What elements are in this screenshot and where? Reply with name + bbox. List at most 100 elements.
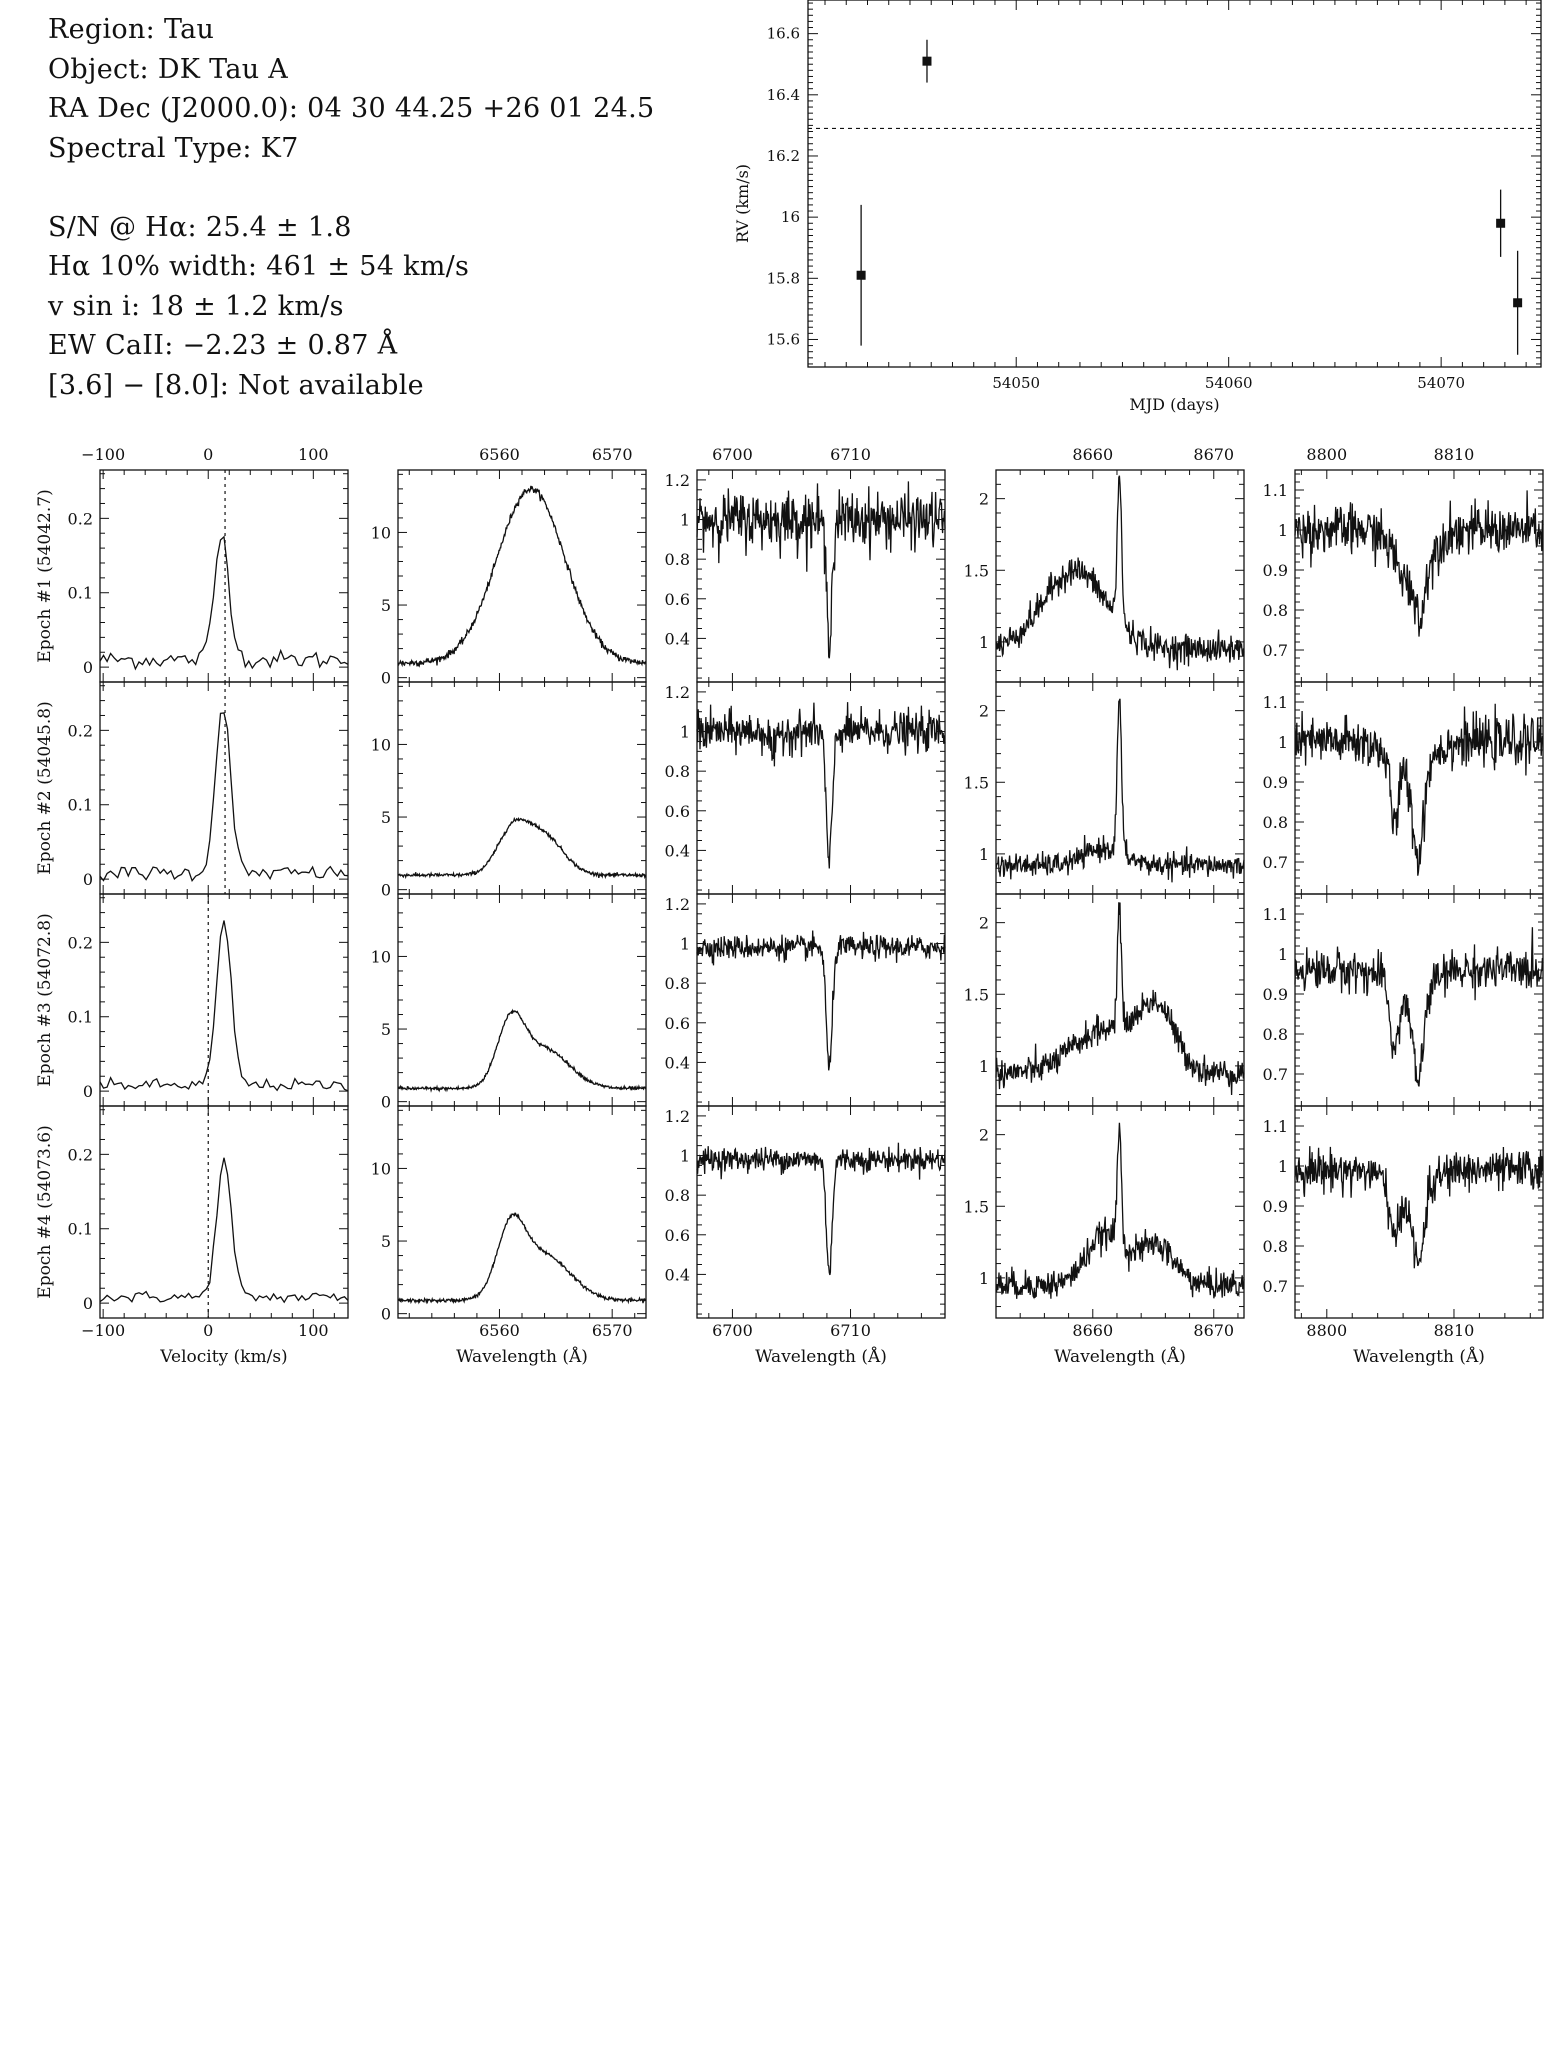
col3-bottom-tick-label: 6710 bbox=[830, 1321, 871, 1340]
y-tick-label: 0.9 bbox=[1263, 561, 1288, 580]
panel-r2-c4: 11.52 bbox=[964, 681, 1245, 895]
col2-top-tick-label: 6570 bbox=[592, 445, 633, 464]
col3-top-tick-label: 6710 bbox=[830, 445, 871, 464]
y-tick-label: 0.8 bbox=[665, 550, 690, 569]
panel-r2-c2: 0 5 10 bbox=[371, 681, 647, 900]
epoch-label-2: Epoch #2 (54045.8) bbox=[35, 701, 55, 874]
rv-ytick-label: 15.6 bbox=[767, 330, 800, 348]
y-tick-label: 0.1 bbox=[68, 1008, 93, 1027]
y-tick-label: 2 bbox=[979, 702, 989, 721]
spectrum-line bbox=[99, 1157, 349, 1304]
y-tick-label: 10 bbox=[371, 1159, 391, 1178]
y-tick-label: 10 bbox=[371, 735, 391, 754]
col1-bottom-tick-label: −100 bbox=[81, 1321, 125, 1340]
region-text: Region: Tau bbox=[48, 14, 215, 45]
y-tick-label: 2 bbox=[979, 914, 989, 933]
y-tick-label: 1.1 bbox=[1263, 905, 1288, 924]
rv-ytick-label: 16.2 bbox=[767, 147, 800, 165]
radec-text: RA Dec (J2000.0): 04 30 44.25 +26 01 24.… bbox=[48, 93, 655, 124]
spectrum-line bbox=[1294, 927, 1544, 1087]
panel-frame bbox=[397, 1105, 647, 1319]
y-tick-label: 1 bbox=[979, 1057, 989, 1076]
y-tick-label: 0 bbox=[381, 1305, 391, 1324]
col5-top-tick-label: 8800 bbox=[1306, 445, 1347, 464]
y-tick-label: 1 bbox=[1278, 945, 1288, 964]
col2-bottom-tick-label: 6570 bbox=[592, 1321, 633, 1340]
rv-xtick-label: 54070 bbox=[1417, 374, 1465, 392]
col3-bottom-tick-label: 6700 bbox=[712, 1321, 753, 1340]
y-tick-label: 0 bbox=[83, 1082, 93, 1101]
spectrum-line bbox=[1294, 703, 1544, 876]
spectral-type-text: Spectral Type: K7 bbox=[48, 132, 299, 164]
y-tick-label: 1.5 bbox=[964, 773, 989, 792]
y-tick-label: 0.8 bbox=[665, 974, 690, 993]
y-tick-label: 1.5 bbox=[964, 1197, 989, 1216]
y-tick-label: 1 bbox=[979, 633, 989, 652]
y-tick-label: 0.4 bbox=[665, 1265, 690, 1284]
spectrum-line bbox=[99, 535, 349, 671]
panel-r4-c1: 0 0.1 0.2 bbox=[68, 1105, 349, 1319]
y-tick-label: 0.6 bbox=[665, 802, 690, 821]
y-tick-label: 1 bbox=[1278, 1157, 1288, 1176]
y-tick-label: 5 bbox=[381, 1232, 391, 1251]
rv-point-3 bbox=[1496, 218, 1506, 228]
y-tick-label: 1.5 bbox=[964, 561, 989, 580]
y-tick-label: 1.2 bbox=[665, 683, 690, 702]
col1-top-tick-label: −100 bbox=[81, 445, 125, 464]
y-tick-label: 0 bbox=[381, 669, 391, 688]
rv-point-2 bbox=[922, 56, 932, 66]
y-tick-label: 0.6 bbox=[665, 1226, 690, 1245]
y-tick-label: 0.9 bbox=[1263, 773, 1288, 792]
spectrum-line bbox=[397, 485, 647, 668]
panel-frame bbox=[696, 893, 946, 1107]
rv-xtick-label: 54050 bbox=[992, 374, 1040, 392]
y-tick-label: 0.7 bbox=[1263, 1277, 1288, 1296]
y-tick-label: 1 bbox=[680, 1147, 690, 1166]
panel-r1-c4: 11.52 bbox=[964, 469, 1245, 683]
rv-ytick-label: 16.4 bbox=[767, 86, 800, 104]
rv-xtick-label: 54060 bbox=[1205, 374, 1253, 392]
panel-r1-c2: 0 5 10 bbox=[371, 469, 647, 688]
col4-bottom-tick-label: 8670 bbox=[1193, 1321, 1234, 1340]
panel-r1-c1: 0 0.1 0.2 bbox=[68, 469, 349, 683]
col4-top-tick-label: 8660 bbox=[1072, 445, 1113, 464]
col3-top-tick-label: 6700 bbox=[712, 445, 753, 464]
y-tick-label: 0.2 bbox=[68, 933, 93, 952]
spectrum-line bbox=[397, 816, 647, 880]
epoch-label-1: Epoch #1 (54042.7) bbox=[35, 489, 55, 662]
y-tick-label: 0 bbox=[381, 1093, 391, 1112]
spectrum-line bbox=[696, 930, 946, 1071]
panel-r1-c3: 0.4 0.6 0.8 1 1.2 bbox=[665, 469, 946, 683]
panel-r3-c4: 11.52 bbox=[964, 893, 1245, 1107]
rv-y-axis-label: RV (km/s) bbox=[733, 164, 752, 243]
y-tick-label: 1 bbox=[680, 723, 690, 742]
y-tick-label: 0.2 bbox=[68, 721, 93, 740]
spectrum-line bbox=[696, 1142, 946, 1276]
epoch-label-4: Epoch #4 (54073.6) bbox=[35, 1125, 55, 1298]
y-tick-label: 5 bbox=[381, 808, 391, 827]
rv-ytick-label: 16 bbox=[781, 208, 800, 226]
y-tick-label: 0.7 bbox=[1263, 853, 1288, 872]
y-tick-label: 10 bbox=[371, 947, 391, 966]
col3-x-axis-label: Wavelength (Å) bbox=[755, 1346, 887, 1367]
panel-r2-c5: 0.7 0.8 0.9 1 1.1 bbox=[1263, 681, 1544, 895]
col4-x-axis-label: Wavelength (Å) bbox=[1054, 1346, 1186, 1367]
y-tick-label: 0.6 bbox=[665, 590, 690, 609]
y-tick-label: 1 bbox=[680, 935, 690, 954]
object-info-block: Region: Tau Object: DK Tau A RA Dec (J20… bbox=[48, 10, 654, 405]
panel-r4-c4: 11.52 bbox=[964, 1105, 1245, 1319]
y-tick-label: 5 bbox=[381, 1020, 391, 1039]
y-tick-label: 0.7 bbox=[1263, 1065, 1288, 1084]
y-tick-label: 1.1 bbox=[1263, 1117, 1288, 1136]
col1-top-tick-label: 0 bbox=[203, 445, 213, 464]
y-tick-label: 1.2 bbox=[665, 471, 690, 490]
panel-r4-c5: 0.7 0.8 0.9 1 1.1 bbox=[1263, 1105, 1544, 1319]
spectrum-line bbox=[1294, 490, 1544, 637]
rv-ytick-label: 15.8 bbox=[767, 269, 800, 287]
sn-text: S/N @ Hα: 25.4 ± 1.8 bbox=[48, 211, 352, 243]
ha-width-text: Hα 10% width: 461 ± 54 km/s bbox=[48, 251, 470, 282]
col4-bottom-tick-label: 8660 bbox=[1072, 1321, 1113, 1340]
rv-ytick-label: 16.6 bbox=[767, 25, 800, 43]
y-tick-label: 0 bbox=[83, 870, 93, 889]
spectrum-line bbox=[99, 712, 349, 883]
